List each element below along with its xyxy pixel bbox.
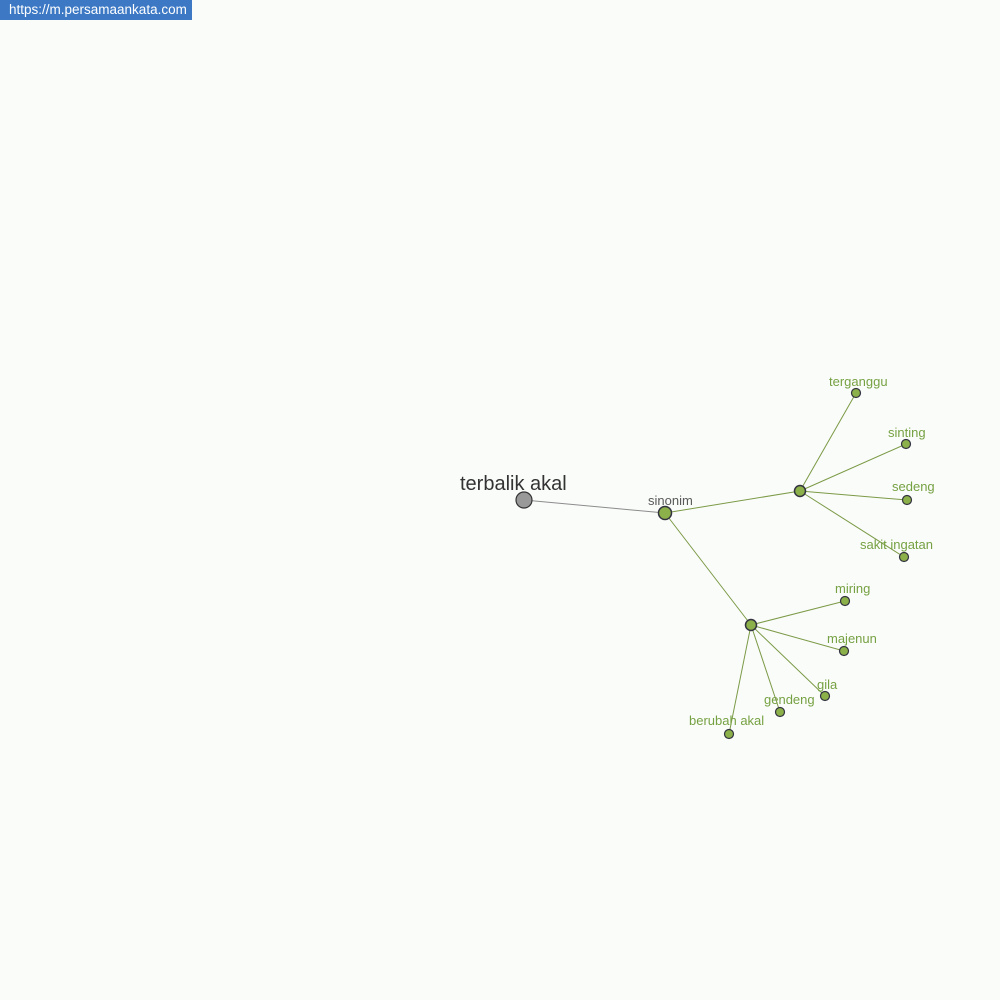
svg-text:terganggu: terganggu <box>829 374 888 389</box>
svg-text:sakit ingatan: sakit ingatan <box>860 537 933 552</box>
svg-text:berubah akal: berubah akal <box>689 713 764 728</box>
svg-text:sinting: sinting <box>888 425 926 440</box>
svg-text:gila: gila <box>817 677 838 692</box>
svg-text:terbalik akal: terbalik akal <box>460 473 567 495</box>
svg-text:miring: miring <box>835 581 870 596</box>
svg-text:majenun: majenun <box>827 631 877 646</box>
svg-text:sedeng: sedeng <box>892 479 935 494</box>
svg-text:gendeng: gendeng <box>764 692 815 707</box>
svg-text:sinonim: sinonim <box>648 493 693 508</box>
